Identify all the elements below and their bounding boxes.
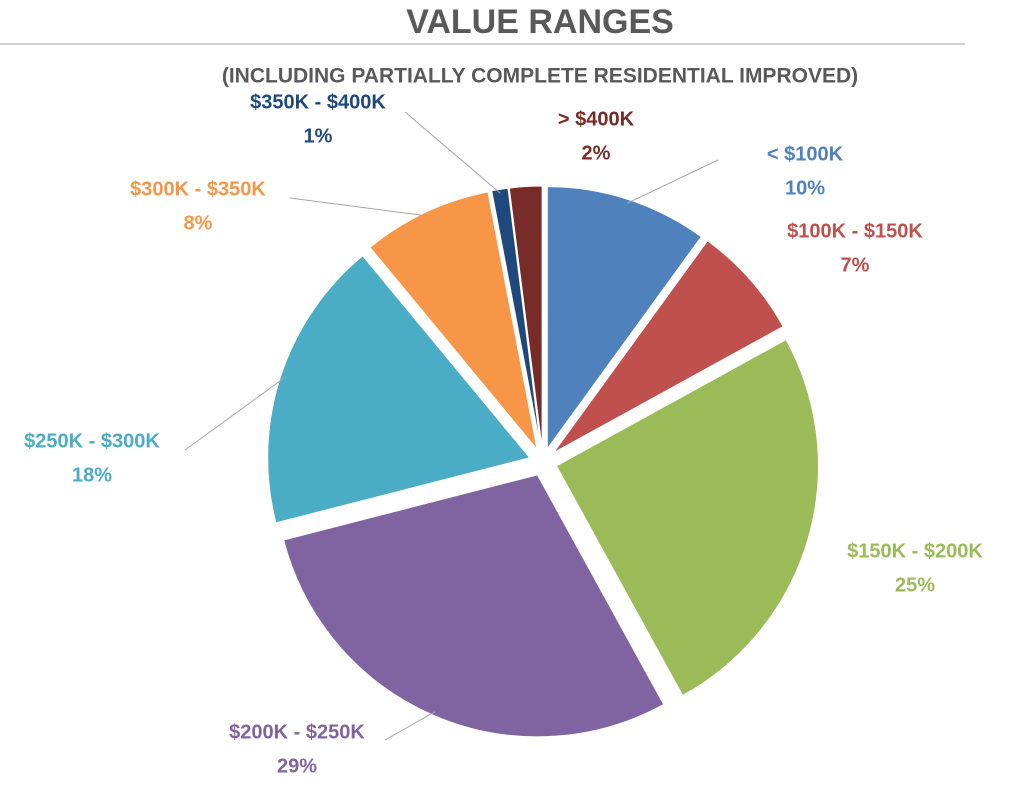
slice-value-label: 1%	[304, 125, 333, 147]
slice-label: $100K - $150K	[787, 220, 923, 242]
slice-value-label: 2%	[582, 142, 611, 164]
slice-label: $350K - $400K	[250, 91, 386, 113]
slice-label: < $100K	[767, 143, 844, 165]
slice-value-label: 18%	[72, 464, 112, 486]
leader-line	[289, 197, 428, 217]
leader-line	[384, 711, 436, 741]
chart-title: VALUE RANGES	[406, 3, 674, 41]
pie-slice	[283, 474, 665, 738]
pie-slice	[553, 240, 784, 454]
leader-line	[404, 111, 501, 194]
slice-label: > $400K	[558, 108, 635, 130]
pie-slice	[555, 339, 819, 697]
leader-line	[626, 159, 719, 204]
slice-label: $250K - $300K	[24, 430, 160, 452]
slice-value-label: 10%	[785, 177, 825, 199]
slice-label: $200K - $250K	[229, 721, 365, 743]
pie-slice	[491, 187, 542, 449]
chart-subtitle: (INCLUDING PARTIALLY COMPLETE RESIDENTIA…	[222, 65, 858, 88]
pie-slice	[369, 191, 538, 450]
pie-slice	[546, 186, 703, 451]
slice-value-label: 8%	[184, 212, 213, 234]
slice-value-label: 29%	[277, 755, 317, 777]
slice-value-label: 7%	[841, 254, 870, 276]
slice-label: $150K - $200K	[847, 540, 983, 562]
pie-slice	[508, 185, 543, 449]
slice-label: $300K - $350K	[130, 178, 266, 200]
leader-line	[184, 377, 285, 451]
slice-value-label: 25%	[895, 574, 935, 596]
pie-slice	[267, 255, 531, 524]
